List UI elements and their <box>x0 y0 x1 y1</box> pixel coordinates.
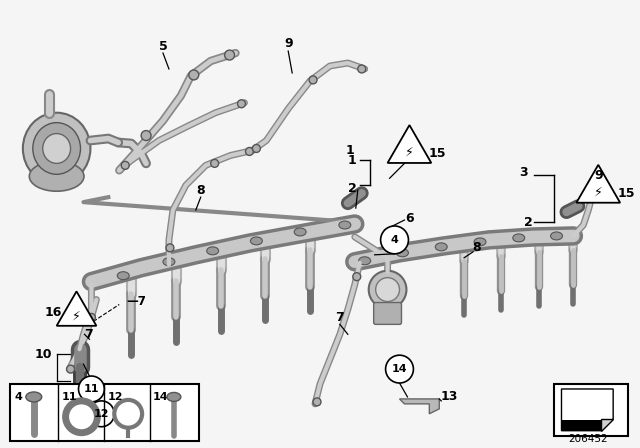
Circle shape <box>225 50 234 60</box>
Circle shape <box>79 376 104 402</box>
FancyBboxPatch shape <box>554 384 628 435</box>
Text: —7: —7 <box>126 295 146 308</box>
Ellipse shape <box>339 221 351 229</box>
Polygon shape <box>561 389 613 431</box>
Text: 1: 1 <box>346 144 354 157</box>
Circle shape <box>381 226 408 254</box>
Ellipse shape <box>43 134 70 164</box>
Circle shape <box>237 100 246 108</box>
Text: 16: 16 <box>45 306 62 319</box>
Polygon shape <box>399 399 439 414</box>
Ellipse shape <box>474 238 486 246</box>
Text: 206452: 206452 <box>568 434 608 444</box>
FancyBboxPatch shape <box>561 420 601 431</box>
Text: 1: 1 <box>348 154 356 167</box>
Text: 12: 12 <box>93 409 109 419</box>
Circle shape <box>252 145 260 152</box>
Text: 10: 10 <box>35 348 52 361</box>
Text: 4: 4 <box>15 392 23 402</box>
Ellipse shape <box>250 237 262 245</box>
Circle shape <box>65 401 97 433</box>
Circle shape <box>313 398 321 406</box>
Circle shape <box>115 400 142 428</box>
FancyBboxPatch shape <box>10 384 199 441</box>
Text: 3: 3 <box>520 166 528 179</box>
Text: 9: 9 <box>594 169 603 182</box>
Text: 15: 15 <box>618 187 635 200</box>
Polygon shape <box>388 125 431 163</box>
Circle shape <box>211 159 219 168</box>
Text: 5: 5 <box>159 39 167 52</box>
Text: ⚡: ⚡ <box>405 146 414 159</box>
Polygon shape <box>601 419 613 431</box>
Ellipse shape <box>26 392 42 402</box>
Text: 9: 9 <box>284 37 292 50</box>
Ellipse shape <box>359 257 371 265</box>
Text: 2: 2 <box>348 182 357 195</box>
Text: 13: 13 <box>440 390 458 403</box>
Polygon shape <box>57 291 97 326</box>
Circle shape <box>141 130 151 141</box>
Ellipse shape <box>294 228 306 236</box>
Text: 8: 8 <box>196 184 205 197</box>
Text: 11: 11 <box>84 384 99 394</box>
Ellipse shape <box>33 123 81 174</box>
Text: 14: 14 <box>392 364 407 374</box>
Circle shape <box>88 401 115 427</box>
Ellipse shape <box>376 278 399 302</box>
Ellipse shape <box>397 249 408 257</box>
Circle shape <box>74 409 90 425</box>
Ellipse shape <box>435 243 447 251</box>
Ellipse shape <box>167 392 181 401</box>
Text: ⚡: ⚡ <box>72 310 81 323</box>
Circle shape <box>358 65 365 73</box>
Text: ⚡: ⚡ <box>594 186 603 199</box>
Ellipse shape <box>117 271 129 280</box>
Circle shape <box>67 365 74 373</box>
Circle shape <box>166 244 174 252</box>
Ellipse shape <box>369 271 406 309</box>
Ellipse shape <box>163 258 175 266</box>
Text: 6: 6 <box>405 211 413 224</box>
Ellipse shape <box>29 161 84 191</box>
Ellipse shape <box>513 234 525 242</box>
Circle shape <box>246 147 253 155</box>
Polygon shape <box>577 165 620 202</box>
Circle shape <box>309 76 317 84</box>
Text: 7: 7 <box>84 328 93 341</box>
Text: 7: 7 <box>335 311 344 324</box>
Circle shape <box>590 180 598 188</box>
Ellipse shape <box>550 232 563 240</box>
Ellipse shape <box>207 247 219 255</box>
Circle shape <box>121 161 129 169</box>
Ellipse shape <box>23 113 90 184</box>
Text: 12: 12 <box>108 392 123 402</box>
Text: 14: 14 <box>153 392 169 402</box>
Circle shape <box>353 273 361 280</box>
Text: 4: 4 <box>390 235 399 245</box>
Circle shape <box>88 314 95 321</box>
FancyBboxPatch shape <box>374 302 401 324</box>
Text: 11: 11 <box>61 392 77 402</box>
Text: 2: 2 <box>524 215 533 228</box>
Circle shape <box>385 355 413 383</box>
Circle shape <box>189 70 199 80</box>
Text: 8: 8 <box>473 241 481 254</box>
Text: 15: 15 <box>429 147 446 160</box>
